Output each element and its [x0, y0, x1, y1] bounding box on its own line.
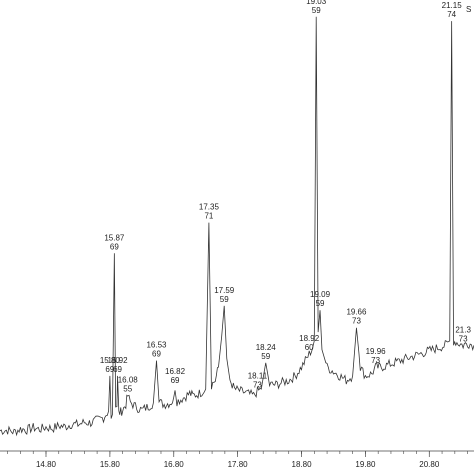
peak-retention-time: 21.3 [455, 325, 471, 334]
peak-mz: 60 [305, 343, 314, 352]
peak-mz: 69 [110, 242, 119, 251]
peak-retention-time: 18.92 [299, 334, 320, 343]
peak-retention-time: 21.15 [442, 1, 463, 10]
x-tick-label: 20.80 [419, 460, 440, 469]
peak-retention-time: 19.96 [366, 347, 387, 356]
peak-mz: 73 [253, 380, 262, 389]
peak-mz: 55 [123, 385, 132, 394]
peak-retention-time: 19.09 [310, 290, 331, 299]
peak-mz: 69 [113, 365, 122, 374]
x-tick-label: 18.80 [292, 460, 313, 469]
peak-retention-time: 17.35 [199, 203, 220, 212]
peak-retention-time: 15.87 [104, 233, 125, 242]
peak-mz: 73 [371, 356, 380, 365]
peak-mz: 71 [204, 212, 213, 221]
x-tick-label: 15.80 [100, 460, 121, 469]
peak-mz: 69 [171, 376, 180, 385]
peak-mz: 73 [459, 334, 468, 343]
peak-mz: 59 [220, 295, 229, 304]
peak-annotation: 21.373 [455, 325, 471, 343]
peak-retention-time: 18.11 [248, 371, 268, 380]
x-tick-label: 17.80 [228, 460, 249, 469]
peak-mz: 59 [316, 299, 325, 308]
corner-text: S [466, 5, 471, 14]
peak-retention-time: 16.53 [146, 341, 167, 350]
x-tick-label: 16.80 [164, 460, 185, 469]
peak-labels: 15.806915.876915.926916.085516.536916.82… [100, 0, 472, 394]
peak-retention-time: 19.03 [306, 0, 327, 6]
trace-layer [0, 16, 474, 437]
peak-mz: 69 [152, 350, 161, 359]
x-tick-label: 14.80 [36, 460, 57, 469]
peak-retention-time: 15.92 [108, 356, 129, 365]
chromatogram-trace-0 [0, 16, 474, 437]
peak-mz: 74 [447, 10, 456, 19]
peak-mz: 69 [105, 365, 114, 374]
peak-mz: 59 [312, 6, 321, 15]
peak-mz: 59 [261, 352, 270, 361]
peak-retention-time: 16.08 [118, 376, 139, 385]
peak-retention-time: 17.59 [214, 286, 235, 295]
peak-retention-time: 15.80 [100, 356, 121, 365]
peak-retention-time: 16.82 [165, 367, 186, 376]
x-tick-label: 19.80 [355, 460, 376, 469]
peak-retention-time: 18.24 [256, 343, 277, 352]
peak-mz: 73 [352, 317, 361, 326]
x-axis: 14.80 15.80 16.80 17.80 18.80 19.80 20.80 [0, 450, 474, 469]
peak-retention-time: 19.66 [346, 308, 367, 317]
